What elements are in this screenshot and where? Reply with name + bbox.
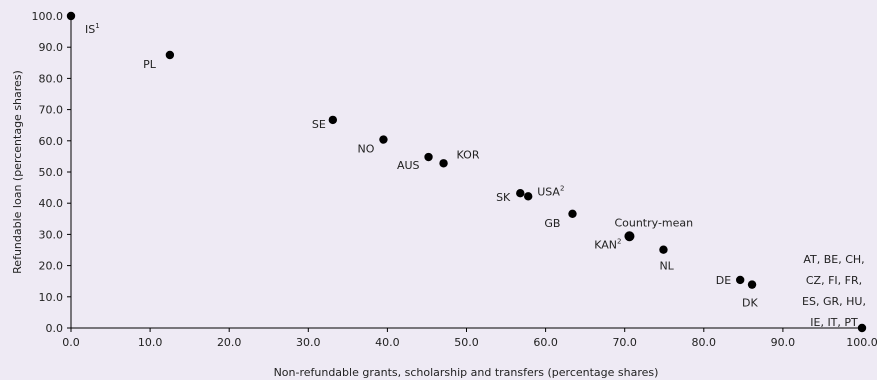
x-tick-label: 80.0 — [692, 336, 717, 349]
label-aus: AUS — [397, 159, 420, 172]
label-dk: DK — [742, 297, 758, 310]
data-points — [66, 11, 867, 333]
x-tick-label: 60.0 — [533, 336, 558, 349]
y-tick-label: 80.0 — [39, 72, 64, 85]
x-tick-label: 0.0 — [62, 336, 80, 349]
point-at — [857, 323, 867, 333]
x-tick-label: 50.0 — [454, 336, 479, 349]
y-tick-label: 100.0 — [32, 10, 64, 23]
label-kan: KAN2 — [594, 237, 621, 251]
label-nl: NL — [659, 260, 674, 273]
x-tick-label: 10.0 — [138, 336, 163, 349]
point-country-mean — [624, 231, 635, 242]
y-tick-label: 10.0 — [39, 291, 64, 304]
point-gb — [568, 209, 577, 219]
label-se: SE — [312, 118, 326, 131]
x-tick-label: 90.0 — [771, 336, 796, 349]
y-tick-label: 30.0 — [39, 228, 64, 241]
label-group-line: IE, IT, PT — [810, 316, 858, 329]
x-tick-label: 30.0 — [296, 336, 321, 349]
label-group-line: CZ, FI, FR, — [806, 274, 862, 287]
label-pl: PL — [143, 58, 157, 71]
point-de — [735, 275, 745, 285]
data-labels: IS1 PL SE NO AUS KOR SK USA2 GB Country-mean KAN2 N… — [85, 22, 866, 329]
label-sk: SK — [496, 191, 511, 204]
label-group-line: ES, GR, HU, — [802, 295, 866, 308]
x-tick-label: 40.0 — [375, 336, 400, 349]
y-tick-label: 90.0 — [39, 41, 64, 54]
x-axis-title: Non-refundable grants, scholarship and t… — [274, 366, 659, 379]
point-nl — [659, 245, 668, 254]
x-tick-label: 20.0 — [217, 336, 242, 349]
y-tick-label: 60.0 — [39, 135, 64, 148]
point-no — [379, 135, 388, 144]
label-usa: USA2 — [537, 184, 564, 198]
point-is — [66, 11, 76, 21]
y-axis-ticks: 0.0 10.0 20.0 30.0 40.0 50.0 60.0 70.0 80.0 90.0 1… — [32, 10, 71, 335]
point-pl — [165, 50, 175, 60]
label-kor: KOR — [457, 148, 480, 161]
x-tick-label: 70.0 — [612, 336, 637, 349]
label-gb: GB — [544, 217, 560, 230]
x-axis-ticks: 0.0 10.0 20.0 30.0 40.0 50.0 60.0 70.0 80.0 90.0 1… — [62, 328, 877, 349]
point-usa — [523, 192, 533, 201]
y-axis-title: Refundable loan (percentage shares) — [11, 70, 24, 274]
point-dk — [747, 280, 757, 289]
label-country-mean: Country-mean — [614, 216, 693, 229]
point-aus — [424, 152, 433, 162]
point-kor — [439, 159, 448, 168]
label-no: NO — [358, 143, 375, 156]
point-se — [328, 115, 338, 125]
point-sk — [516, 189, 525, 198]
y-tick-label: 0.0 — [46, 322, 64, 335]
y-tick-label: 50.0 — [39, 166, 64, 179]
y-tick-label: 20.0 — [39, 260, 64, 273]
label-de: DE — [716, 274, 731, 287]
y-tick-label: 70.0 — [39, 104, 64, 117]
x-tick-label: 100.0 — [846, 336, 877, 349]
label-is: IS1 — [85, 22, 100, 36]
y-tick-label: 40.0 — [39, 197, 64, 210]
label-group-line: AT, BE, CH, — [803, 253, 864, 266]
